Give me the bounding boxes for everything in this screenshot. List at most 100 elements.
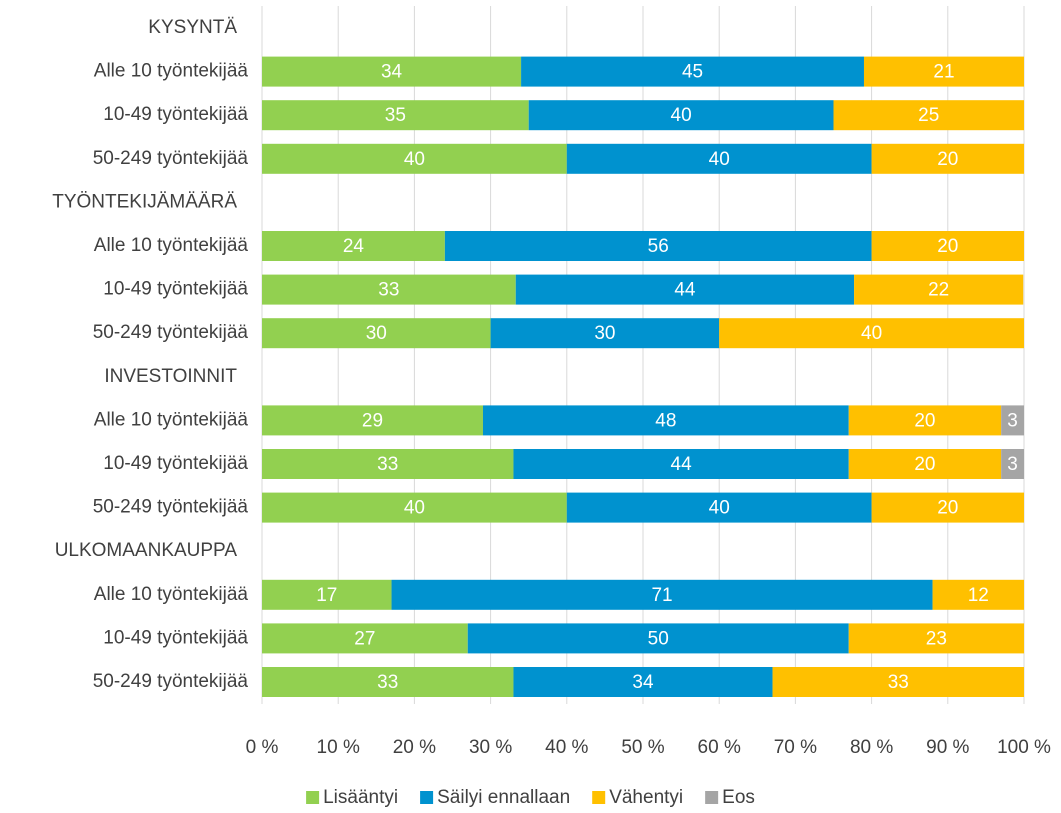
- data-label: 33: [377, 454, 398, 475]
- bar-segment: [772, 667, 1024, 697]
- data-label: 23: [926, 628, 947, 649]
- x-tick-label: 60 %: [698, 737, 741, 758]
- data-label: 20: [937, 236, 958, 257]
- legend-swatch: [306, 791, 320, 804]
- x-tick-label: 100 %: [997, 737, 1051, 758]
- group-label: KYSYNTÄ: [148, 17, 237, 38]
- y-tick-label: Alle 10 työntekijää: [94, 61, 249, 82]
- y-tick-label: 50-249 työntekijää: [93, 322, 249, 343]
- bar-segment: [871, 492, 1024, 523]
- data-label: 30: [594, 323, 615, 344]
- y-tick-label: 50-249 työntekijää: [93, 671, 249, 692]
- x-tick-label: 0 %: [246, 737, 279, 758]
- data-label: 22: [928, 280, 949, 301]
- bar-segment: [932, 579, 1024, 610]
- data-label: 33: [378, 280, 399, 301]
- group-label: ULKOMAANKAUPPA: [55, 540, 238, 561]
- bar-segment: [262, 667, 514, 697]
- data-label: 50: [648, 628, 669, 649]
- x-tick-label: 20 %: [393, 737, 436, 758]
- bar-segment: [528, 100, 834, 131]
- bar-segment: [262, 623, 468, 654]
- x-tick-label: 80 %: [850, 737, 893, 758]
- y-tick-label: 10-49 työntekijää: [103, 104, 248, 125]
- x-tick-label: 70 %: [774, 737, 817, 758]
- data-label: 56: [648, 236, 669, 257]
- data-label: 20: [914, 454, 935, 475]
- x-tick-label: 50 %: [621, 737, 664, 758]
- data-label: 17: [316, 585, 337, 606]
- bar-segment: [848, 449, 1002, 479]
- data-label: 40: [861, 323, 882, 344]
- data-label: 3: [1007, 454, 1018, 475]
- bar-segment: [262, 231, 445, 261]
- data-label: 44: [674, 280, 696, 301]
- bar-segment: [848, 623, 1024, 654]
- y-tick-label: 10-49 työntekijää: [103, 279, 248, 300]
- data-label: 20: [937, 498, 958, 519]
- data-label: 12: [968, 585, 989, 606]
- bar-segment: [391, 579, 933, 610]
- data-label: 33: [888, 672, 909, 693]
- legend-label: Eos: [722, 787, 755, 808]
- data-label: 71: [651, 585, 672, 606]
- bar-segment: [1001, 405, 1024, 436]
- group-label: TYÖNTEKIJÄMÄÄRÄ: [52, 191, 237, 212]
- data-label: 40: [709, 498, 730, 519]
- x-tick-label: 10 %: [317, 737, 360, 758]
- y-tick-label: Alle 10 työntekijää: [94, 409, 249, 430]
- bar-segment: [833, 100, 1024, 131]
- bar-segment: [262, 143, 567, 174]
- data-label: 24: [343, 236, 365, 257]
- data-label: 34: [632, 672, 654, 693]
- bar-segment: [444, 231, 872, 261]
- y-tick-label: Alle 10 työntekijää: [94, 584, 249, 605]
- data-label: 25: [918, 105, 939, 126]
- y-tick-label: 50-249 työntekijää: [93, 497, 249, 518]
- data-label: 40: [671, 105, 692, 126]
- data-label: 40: [709, 149, 730, 170]
- bar-segment: [262, 579, 392, 610]
- data-label: 34: [381, 62, 403, 83]
- y-tick-label: Alle 10 työntekijää: [94, 235, 249, 256]
- legend-swatch: [420, 791, 434, 804]
- legend-swatch: [592, 791, 606, 804]
- bar-segment: [871, 143, 1024, 174]
- bar-segment: [490, 318, 720, 349]
- bar-segment: [521, 56, 864, 87]
- data-label: 20: [937, 149, 958, 170]
- legend-label: Lisääntyi: [323, 787, 398, 808]
- data-label: 3: [1007, 410, 1018, 431]
- bar-segment: [513, 667, 773, 697]
- bar-segment: [262, 405, 483, 436]
- bar-segment: [719, 318, 1024, 349]
- legend-swatch: [705, 791, 719, 804]
- y-tick-label: 10-49 työntekijää: [103, 627, 248, 648]
- data-label: 45: [682, 62, 703, 83]
- bar-segment: [515, 274, 855, 305]
- bar-segment: [513, 449, 849, 479]
- bar-segment: [854, 274, 1024, 305]
- bar-segment: [566, 143, 872, 174]
- data-label: 30: [366, 323, 387, 344]
- bar-segment: [262, 274, 516, 305]
- bar-segment: [566, 492, 872, 523]
- data-label: 35: [385, 105, 406, 126]
- data-label: 27: [354, 628, 375, 649]
- data-label: 20: [914, 410, 935, 431]
- y-tick-label: 10-49 työntekijää: [103, 453, 248, 474]
- x-tick-label: 90 %: [926, 737, 969, 758]
- legend-label: Säilyi ennallaan: [437, 787, 570, 808]
- bar-segment: [871, 231, 1024, 261]
- legend: Lisääntyi Säilyi ennallaan Vähentyi Eos: [306, 787, 755, 808]
- x-tick-label: 30 %: [469, 737, 512, 758]
- bar-segment: [262, 449, 514, 479]
- bar-segment: [848, 405, 1002, 436]
- bar-segment: [467, 623, 849, 654]
- bar-segment: [262, 492, 567, 523]
- group-label: INVESTOINNIT: [104, 366, 237, 387]
- data-label: 40: [404, 149, 425, 170]
- bar-segment: [262, 100, 529, 131]
- bar-segment: [482, 405, 849, 436]
